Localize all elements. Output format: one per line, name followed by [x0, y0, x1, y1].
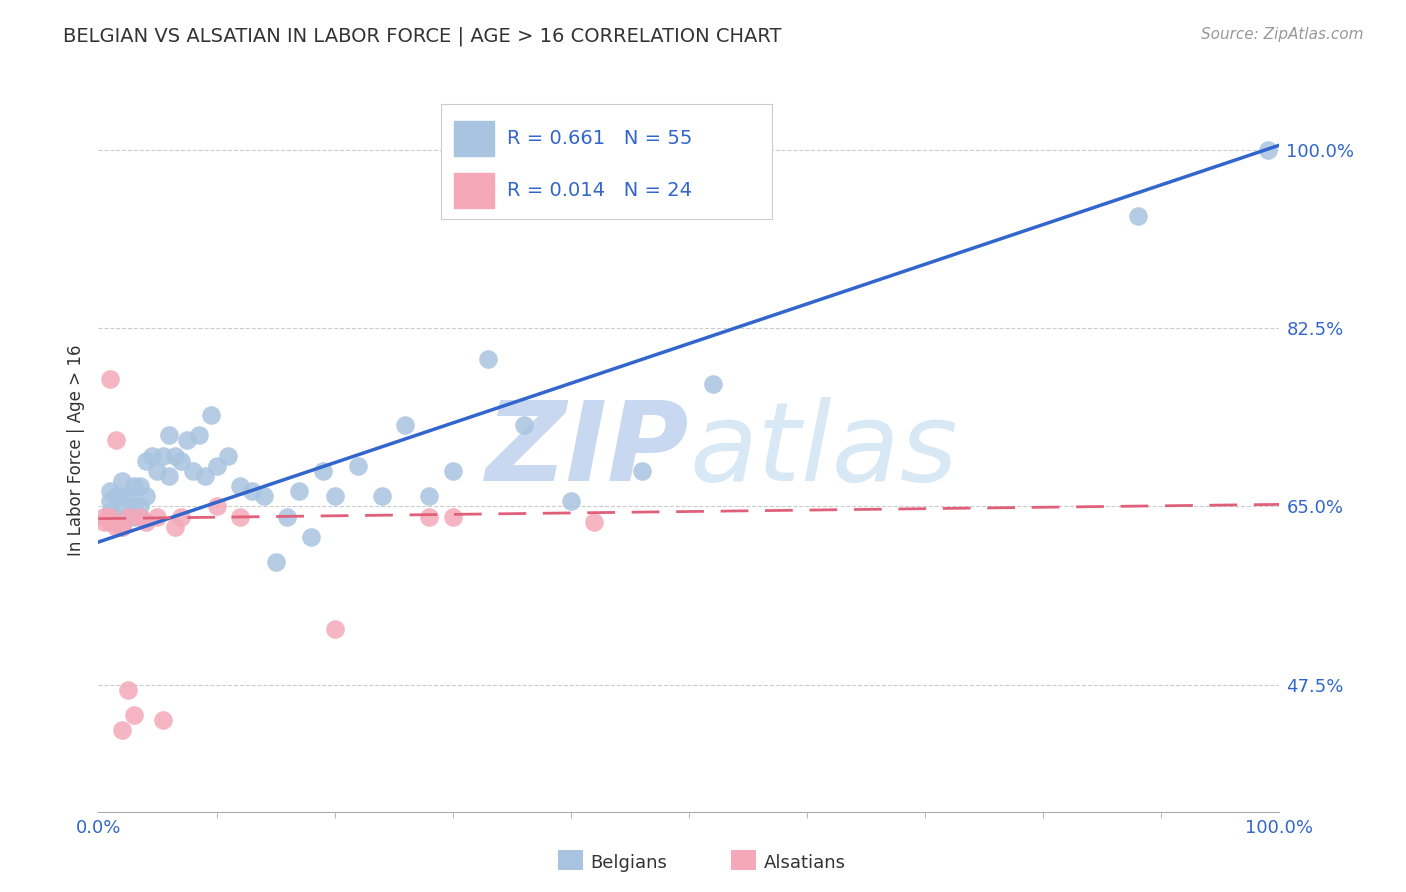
Point: [583, 515, 606, 529]
Point: [122, 479, 145, 493]
Point: [181, 464, 204, 478]
Point: [152, 449, 174, 463]
Point: [165, 449, 187, 463]
Point: [702, 377, 724, 392]
Point: [276, 509, 298, 524]
Text: ZIP: ZIP: [485, 397, 689, 504]
Point: [98, 515, 121, 529]
Point: [371, 489, 394, 503]
Point: [323, 622, 346, 636]
Point: [122, 509, 145, 524]
Point: [170, 509, 193, 524]
Point: [98, 494, 121, 508]
Point: [418, 509, 440, 524]
Point: [205, 500, 228, 514]
Point: [122, 708, 145, 723]
Point: [229, 479, 252, 493]
Point: [146, 464, 169, 478]
Point: [630, 464, 652, 478]
Point: [117, 682, 139, 697]
Point: [560, 494, 582, 508]
Text: Alsatians: Alsatians: [763, 855, 845, 872]
Point: [240, 484, 263, 499]
Point: [347, 458, 370, 473]
Point: [217, 449, 239, 463]
Point: [128, 500, 150, 514]
Point: [141, 449, 163, 463]
Point: [170, 453, 193, 467]
Point: [122, 500, 145, 514]
Point: [105, 489, 128, 503]
Point: [264, 555, 287, 569]
Point: [117, 509, 139, 524]
Text: BELGIAN VS ALSATIAN IN LABOR FORCE | AGE > 16 CORRELATION CHART: BELGIAN VS ALSATIAN IN LABOR FORCE | AGE…: [63, 27, 782, 46]
Text: Belgians: Belgians: [591, 855, 668, 872]
Point: [111, 723, 134, 738]
Point: [93, 509, 115, 524]
Point: [111, 520, 134, 534]
Point: [128, 479, 150, 493]
Point: [157, 428, 180, 442]
Point: [253, 489, 276, 503]
Point: [98, 484, 121, 499]
Point: [176, 434, 198, 448]
Point: [187, 428, 209, 442]
Point: [98, 504, 121, 518]
Point: [288, 484, 311, 499]
Point: [323, 489, 346, 503]
Point: [152, 713, 174, 727]
Point: [117, 489, 139, 503]
Point: [117, 509, 139, 524]
Point: [111, 489, 134, 503]
Point: [512, 417, 534, 432]
Point: [200, 408, 222, 422]
Point: [105, 434, 128, 448]
Point: [299, 530, 322, 544]
Point: [441, 509, 464, 524]
Point: [194, 469, 217, 483]
Point: [418, 489, 440, 503]
Point: [128, 509, 150, 524]
Point: [128, 509, 150, 524]
Point: [394, 417, 416, 432]
Text: atlas: atlas: [689, 397, 957, 504]
Point: [98, 372, 121, 386]
Point: [105, 520, 128, 534]
Point: [98, 515, 121, 529]
Point: [93, 515, 115, 529]
Point: [312, 464, 335, 478]
Point: [157, 469, 180, 483]
Point: [1126, 210, 1149, 224]
Point: [205, 458, 228, 473]
Point: [105, 509, 128, 524]
Point: [229, 509, 252, 524]
Point: [165, 520, 187, 534]
Point: [135, 453, 157, 467]
Point: [146, 509, 169, 524]
Text: Source: ZipAtlas.com: Source: ZipAtlas.com: [1201, 27, 1364, 42]
Point: [1257, 143, 1279, 157]
Point: [111, 520, 134, 534]
Point: [441, 464, 464, 478]
Point: [477, 351, 499, 366]
Point: [135, 515, 157, 529]
Y-axis label: In Labor Force | Age > 16: In Labor Force | Age > 16: [66, 344, 84, 557]
Point: [111, 474, 134, 488]
Point: [111, 504, 134, 518]
Point: [98, 509, 121, 524]
Point: [135, 489, 157, 503]
